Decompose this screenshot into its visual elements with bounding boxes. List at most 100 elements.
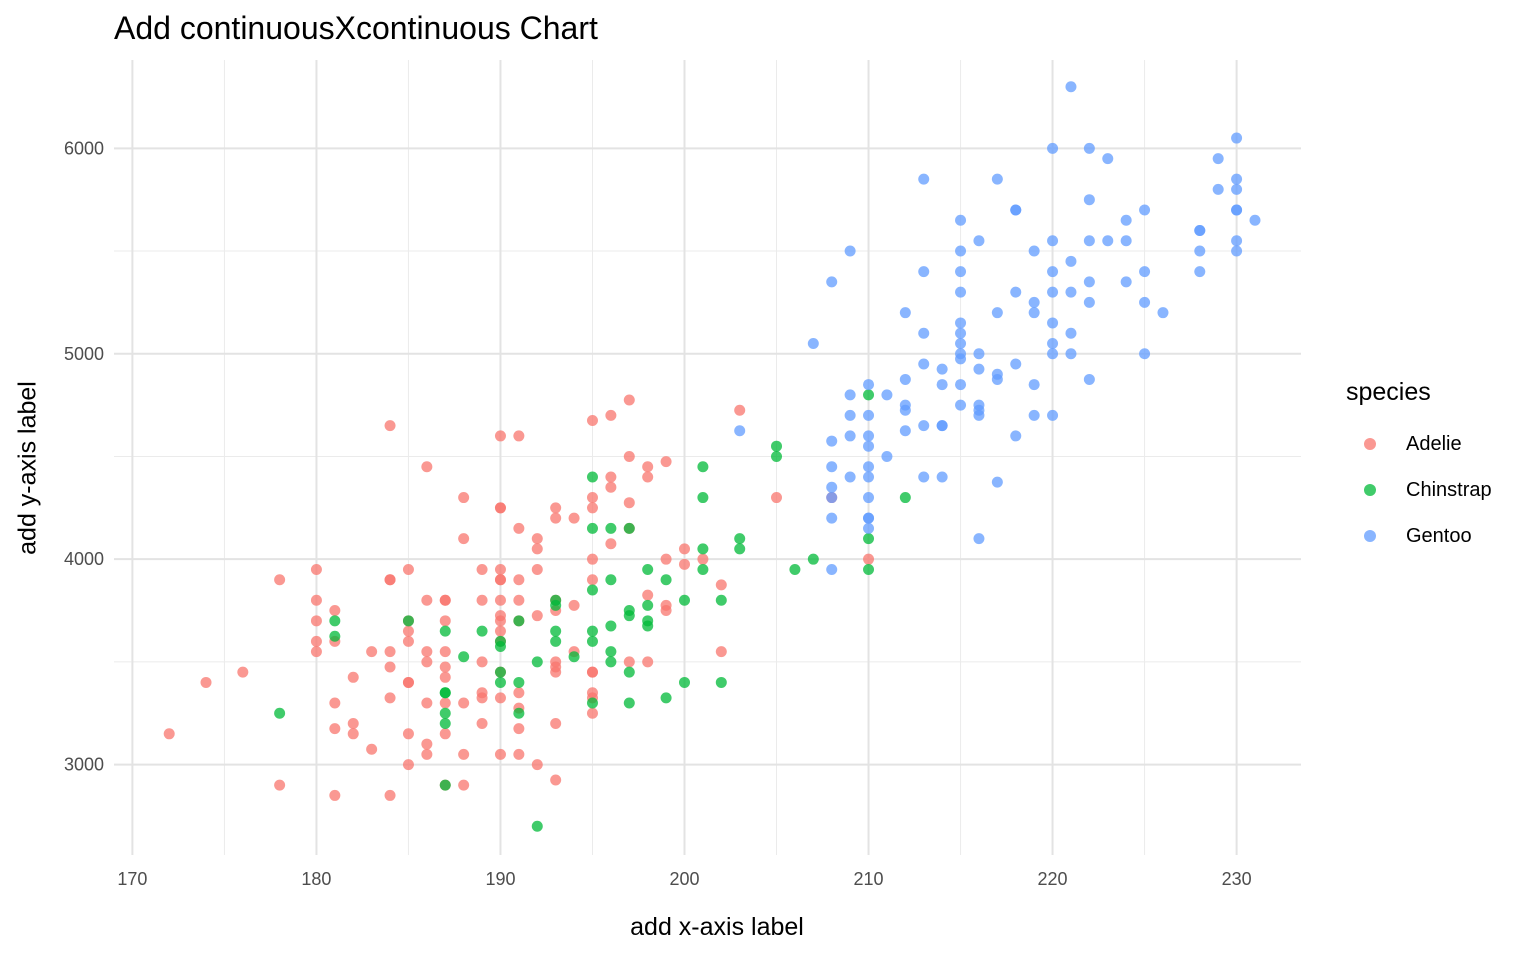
point-adelie <box>513 723 525 735</box>
point-chinstrap <box>439 625 451 637</box>
point-chinstrap <box>568 651 580 663</box>
point-gentoo <box>881 389 893 401</box>
point-adelie <box>623 450 635 462</box>
point-adelie <box>605 471 617 483</box>
x-axis-ticks: 170 180 190 200 210 220 230 <box>117 869 1251 889</box>
point-chinstrap <box>863 389 875 401</box>
point-adelie <box>402 759 414 771</box>
point-adelie <box>347 728 359 740</box>
point-gentoo <box>844 430 856 442</box>
point-adelie <box>421 748 433 760</box>
point-gentoo <box>955 245 967 257</box>
point-gentoo <box>881 450 893 462</box>
point-adelie <box>366 646 378 658</box>
point-chinstrap <box>697 461 709 473</box>
point-chinstrap <box>697 563 709 575</box>
point-gentoo <box>1047 286 1059 298</box>
point-gentoo <box>991 307 1003 319</box>
point-gentoo <box>863 512 875 524</box>
point-gentoo <box>1231 204 1243 216</box>
point-gentoo <box>1212 153 1224 165</box>
point-adelie <box>678 543 690 555</box>
point-gentoo <box>955 327 967 339</box>
point-gentoo <box>936 471 948 483</box>
point-gentoo <box>1083 142 1095 154</box>
point-adelie <box>439 728 451 740</box>
point-adelie <box>310 594 322 606</box>
point-gentoo <box>1139 266 1151 278</box>
point-gentoo <box>991 476 1003 488</box>
point-adelie <box>439 615 451 627</box>
point-adelie <box>458 779 470 791</box>
point-gentoo <box>734 425 746 437</box>
point-chinstrap <box>274 707 286 719</box>
point-chinstrap <box>458 651 470 663</box>
point-chinstrap <box>660 574 672 586</box>
point-adelie <box>384 574 396 586</box>
point-gentoo <box>844 245 856 257</box>
point-gentoo <box>991 373 1003 385</box>
point-chinstrap <box>586 625 598 637</box>
point-adelie <box>513 748 525 760</box>
point-adelie <box>697 553 709 565</box>
point-gentoo <box>826 492 838 504</box>
point-adelie <box>494 748 506 760</box>
point-gentoo <box>1083 373 1095 385</box>
point-chinstrap <box>734 533 746 545</box>
x-axis-label: add x-axis label <box>630 913 804 941</box>
y-tick-label: 4000 <box>64 549 104 569</box>
point-gentoo <box>1047 235 1059 247</box>
point-gentoo <box>863 492 875 504</box>
point-chinstrap <box>586 697 598 709</box>
point-gentoo <box>863 522 875 534</box>
point-adelie <box>568 599 580 611</box>
point-adelie <box>439 594 451 606</box>
point-chinstrap <box>863 533 875 545</box>
point-gentoo <box>1231 245 1243 257</box>
major-gridlines <box>114 60 1301 855</box>
point-adelie <box>310 635 322 647</box>
point-adelie <box>513 430 525 442</box>
point-adelie <box>421 697 433 709</box>
point-adelie <box>274 779 286 791</box>
point-chinstrap <box>605 574 617 586</box>
x-tick-label: 210 <box>854 869 884 889</box>
point-gentoo <box>1120 235 1132 247</box>
point-adelie <box>623 394 635 406</box>
chart-title: Add continuousXcontinuous Chart <box>114 10 598 46</box>
point-chinstrap <box>642 599 654 611</box>
point-adelie <box>163 728 175 740</box>
legend-item-chinstrap: Chinstrap <box>1346 467 1492 513</box>
point-adelie <box>715 646 727 658</box>
point-adelie <box>863 553 875 565</box>
point-adelie <box>421 594 433 606</box>
point-chinstrap <box>586 584 598 596</box>
point-gentoo <box>1231 183 1243 195</box>
point-adelie <box>550 666 562 678</box>
point-chinstrap <box>697 492 709 504</box>
point-chinstrap <box>586 522 598 534</box>
point-chinstrap <box>531 656 543 668</box>
point-gentoo <box>1231 132 1243 144</box>
point-adelie <box>421 461 433 473</box>
point-chinstrap <box>678 594 690 606</box>
point-adelie <box>550 512 562 524</box>
point-adelie <box>494 615 506 627</box>
point-adelie <box>366 743 378 755</box>
point-gentoo <box>1139 348 1151 360</box>
x-tick-label: 200 <box>669 869 699 889</box>
point-adelie <box>476 563 488 575</box>
point-adelie <box>550 774 562 786</box>
point-adelie <box>513 522 525 534</box>
point-gentoo <box>1028 245 1040 257</box>
point-chinstrap <box>623 610 635 622</box>
point-chinstrap <box>550 599 562 611</box>
point-adelie <box>715 579 727 591</box>
point-gentoo <box>1212 183 1224 195</box>
point-gentoo <box>1047 266 1059 278</box>
y-axis-ticks: 3000 4000 5000 6000 <box>64 138 104 774</box>
legend-key-gentoo <box>1364 530 1376 542</box>
legend-label-adelie: Adelie <box>1406 432 1462 455</box>
point-chinstrap <box>623 666 635 678</box>
point-gentoo <box>1139 204 1151 216</box>
